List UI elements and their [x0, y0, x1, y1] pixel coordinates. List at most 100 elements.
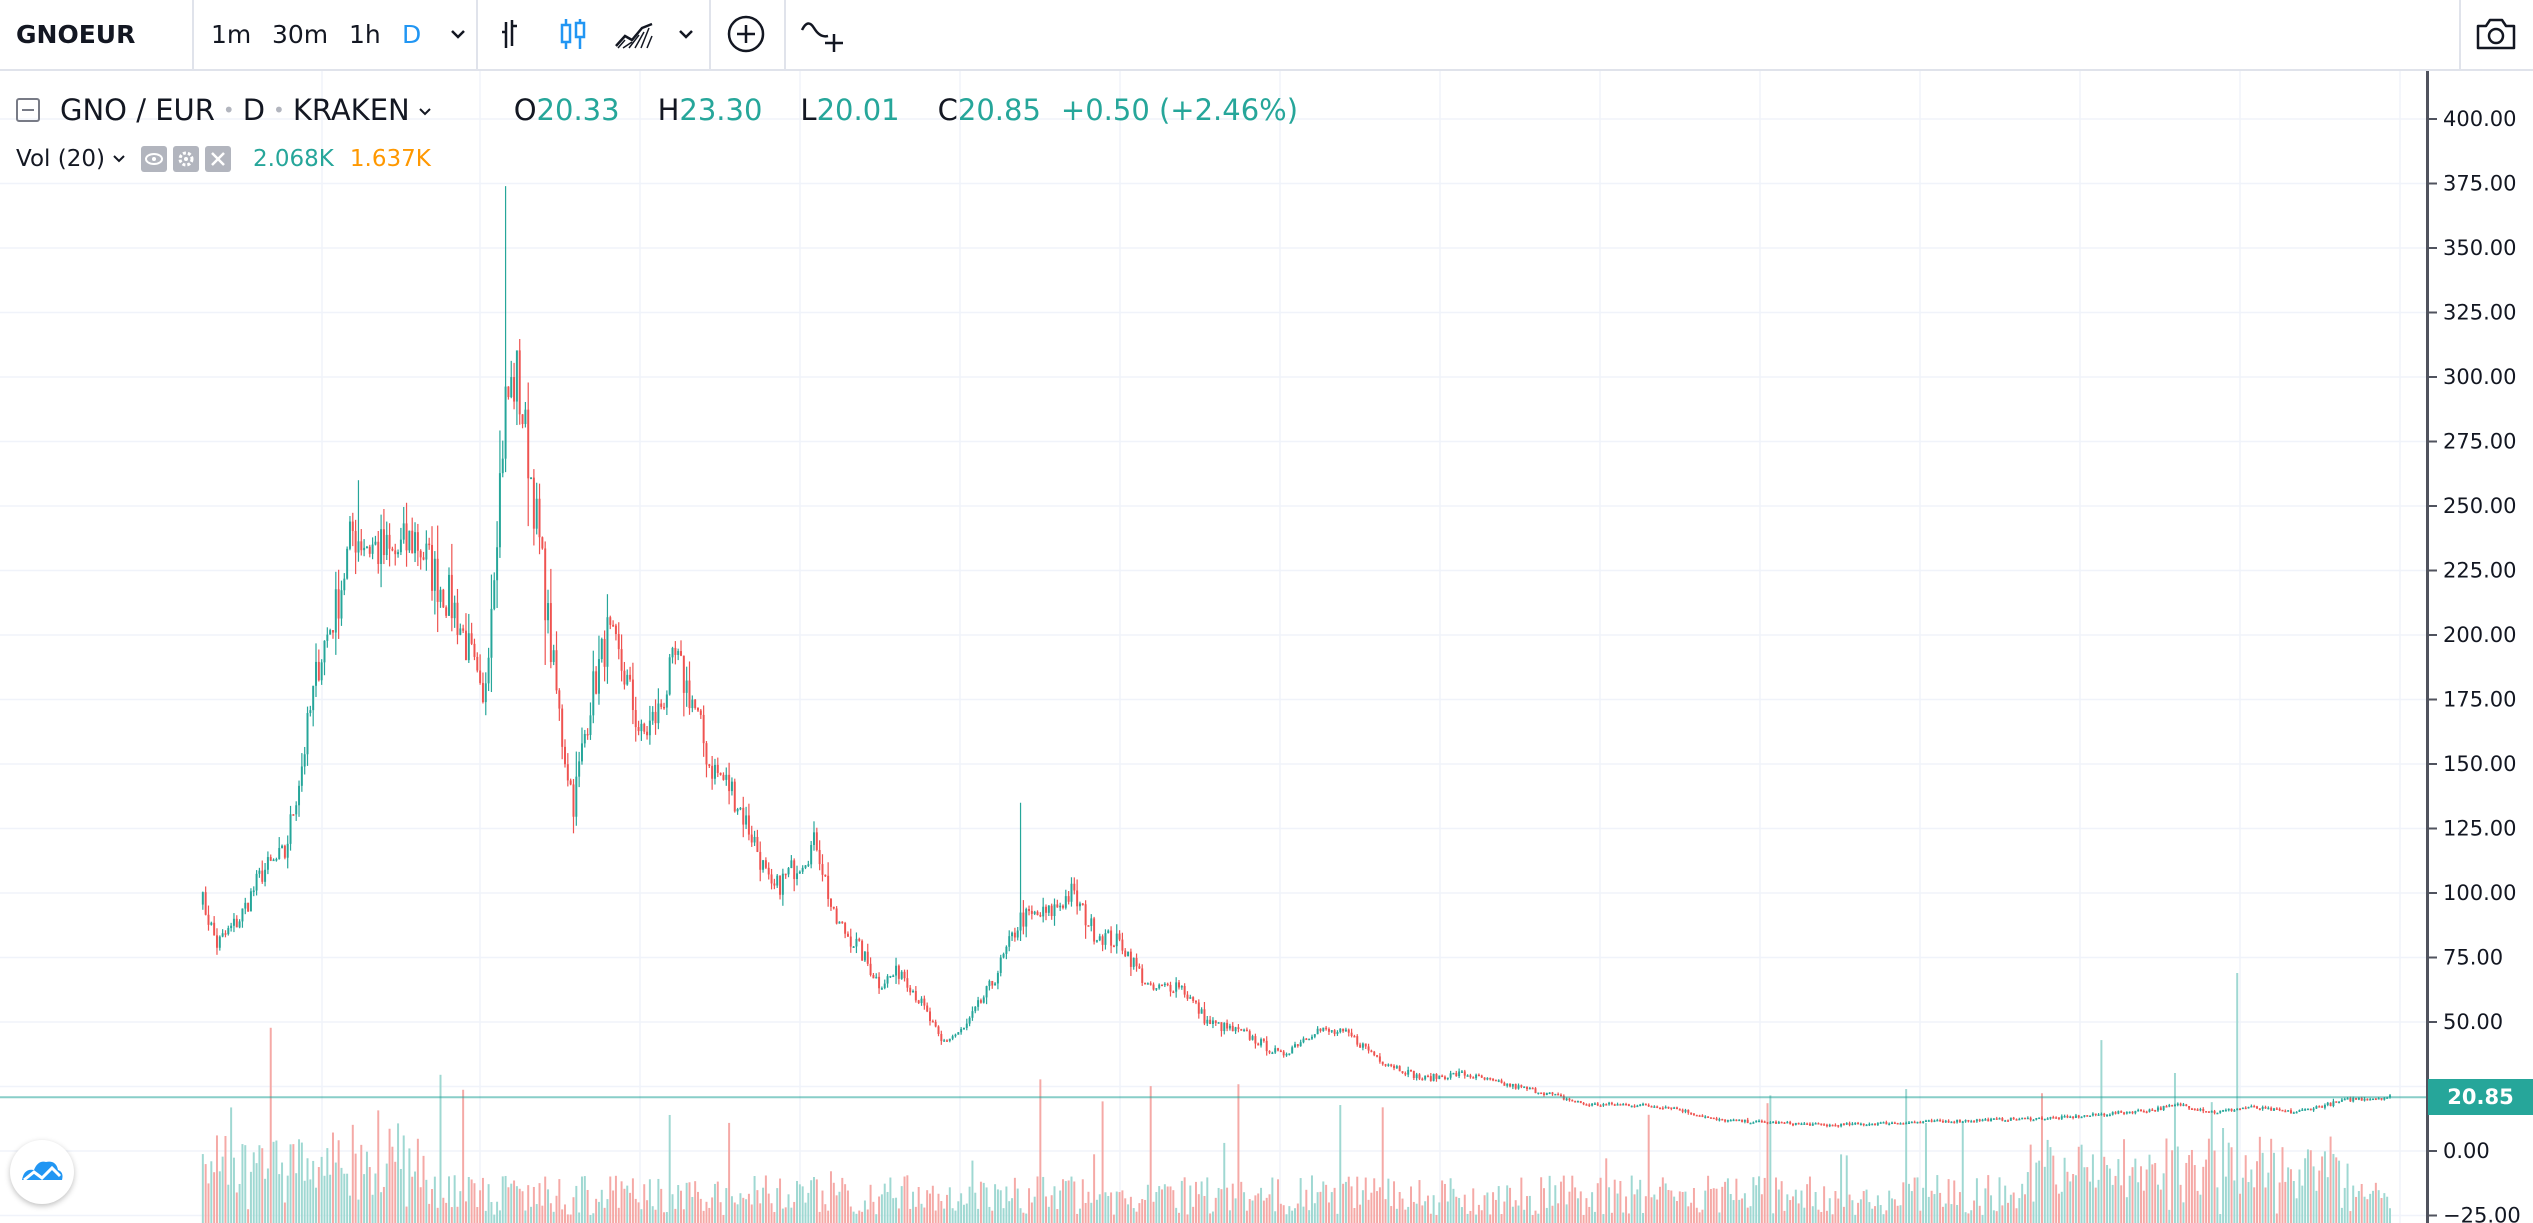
candle-body — [1325, 1027, 1328, 1030]
interval-1h-button[interactable]: 1h — [349, 20, 381, 49]
chevron-down-icon[interactable] — [111, 146, 127, 172]
axis-tick-label: 350.00 — [2443, 236, 2516, 260]
snapshot-camera-icon[interactable] — [2472, 10, 2520, 58]
bars-style-icon[interactable] — [490, 10, 538, 58]
visibility-eye-icon[interactable] — [140, 146, 167, 172]
candle-body — [2196, 1109, 2199, 1111]
candle-body — [1441, 1075, 1444, 1078]
candle-body — [1390, 1064, 1393, 1066]
volume-bar — [829, 1171, 832, 1223]
candle-body — [1545, 1092, 1548, 1095]
volume-bar — [2100, 1040, 2103, 1223]
volume-bar — [920, 1203, 923, 1223]
candle-body — [1585, 1104, 1588, 1106]
volume-bar — [2190, 1149, 2193, 1223]
candle-body — [1251, 1036, 1254, 1040]
chart-pane[interactable] — [0, 71, 2426, 1223]
candle-body — [702, 714, 705, 744]
volume-bar — [1313, 1203, 1316, 1223]
candle-body — [1653, 1106, 1656, 1108]
volume-bar — [1540, 1177, 1543, 1223]
volume-bar — [954, 1210, 957, 1223]
candle-body — [629, 674, 632, 680]
remove-close-icon[interactable] — [204, 146, 231, 172]
interval-30m-button[interactable]: 30m — [272, 20, 329, 49]
candle-body — [784, 873, 787, 876]
compare-add-icon[interactable] — [722, 10, 770, 58]
candle-body — [541, 537, 544, 549]
volume-bar — [382, 1186, 385, 1223]
candle-body — [2202, 1109, 2205, 1112]
candle-body — [1684, 1109, 1687, 1112]
axis-tick-label: 0.00 — [2443, 1139, 2490, 1163]
volume-bar — [2357, 1191, 2360, 1223]
toolbar-divider — [709, 0, 711, 71]
chevron-down-icon[interactable] — [416, 93, 434, 127]
candle-body — [583, 733, 586, 744]
volume-bar — [1279, 1203, 1282, 1223]
candle-body — [1373, 1051, 1376, 1056]
candle-body — [544, 548, 547, 621]
candle-body — [2360, 1097, 2363, 1101]
candle-body — [1214, 1020, 1217, 1023]
interval-d-button[interactable]: D — [402, 20, 422, 49]
volume-bar — [691, 1196, 694, 1223]
price-chart-canvas[interactable] — [0, 71, 2426, 1223]
volume-bar — [1964, 1212, 1967, 1223]
indicators-icon[interactable] — [798, 10, 846, 58]
volume-indicator-label[interactable]: Vol (20) — [16, 146, 105, 172]
candle-body — [917, 1000, 920, 1004]
volume-bar — [832, 1182, 835, 1223]
candle-body — [1288, 1053, 1291, 1055]
volume-bar — [654, 1209, 657, 1223]
candle-body — [1837, 1125, 1840, 1127]
volume-bar — [2250, 1169, 2253, 1223]
candle-body — [2304, 1109, 2307, 1111]
candle-body — [2021, 1117, 2024, 1120]
candle-body — [357, 541, 360, 553]
volume-bar — [1661, 1177, 1664, 1223]
candle-body — [1149, 983, 1152, 985]
symbol-search-button[interactable]: GNOEUR — [16, 20, 136, 49]
volume-bar — [1101, 1101, 1104, 1223]
candle-body — [2383, 1097, 2386, 1100]
volume-bar — [1534, 1210, 1537, 1223]
volume-bar — [1002, 1208, 1005, 1223]
chart-style-dropdown-icon[interactable] — [662, 10, 710, 58]
candle-body — [1630, 1105, 1633, 1108]
candle-body — [827, 875, 830, 899]
candle-body — [781, 873, 784, 895]
volume-bar — [377, 1110, 380, 1223]
tradingview-logo-icon[interactable] — [10, 1140, 74, 1204]
volume-bar — [764, 1175, 767, 1223]
collapse-legend-icon[interactable] — [16, 98, 40, 122]
candle-body — [1922, 1121, 1925, 1123]
volume-bar — [1033, 1196, 1036, 1223]
legend-symbol[interactable]: GNO / EUR — [60, 93, 215, 127]
candle-body — [1398, 1066, 1401, 1072]
candle-body — [283, 845, 286, 858]
volume-bar — [846, 1190, 849, 1223]
candle-body — [1924, 1120, 1927, 1123]
candle-body — [1223, 1022, 1226, 1032]
volume-bar — [1367, 1199, 1370, 1223]
area-style-icon[interactable] — [610, 10, 658, 58]
candle-body — [1639, 1104, 1642, 1107]
candles-style-icon[interactable] — [549, 10, 597, 58]
volume-bar — [221, 1156, 224, 1223]
volume-bar — [926, 1190, 929, 1223]
candle-body — [1667, 1106, 1670, 1109]
candle-body — [2267, 1107, 2270, 1110]
candle-body — [1582, 1102, 1585, 1105]
chevron-down-icon[interactable] — [434, 10, 482, 58]
candle-body — [1231, 1025, 1234, 1032]
candle-body — [2244, 1107, 2247, 1110]
settings-gear-icon[interactable] — [172, 146, 199, 172]
candle-body — [1248, 1031, 1251, 1040]
legend-open-value: 20.33 — [536, 93, 620, 127]
candle-body — [470, 633, 473, 644]
candle-body — [614, 625, 617, 635]
price-axis[interactable]: 400.00 375.00 350.00 325.00 300.00 275.00 250.… — [2426, 71, 2533, 1223]
interval-1m-button[interactable]: 1m — [211, 20, 252, 49]
candle-body — [1500, 1080, 1503, 1083]
